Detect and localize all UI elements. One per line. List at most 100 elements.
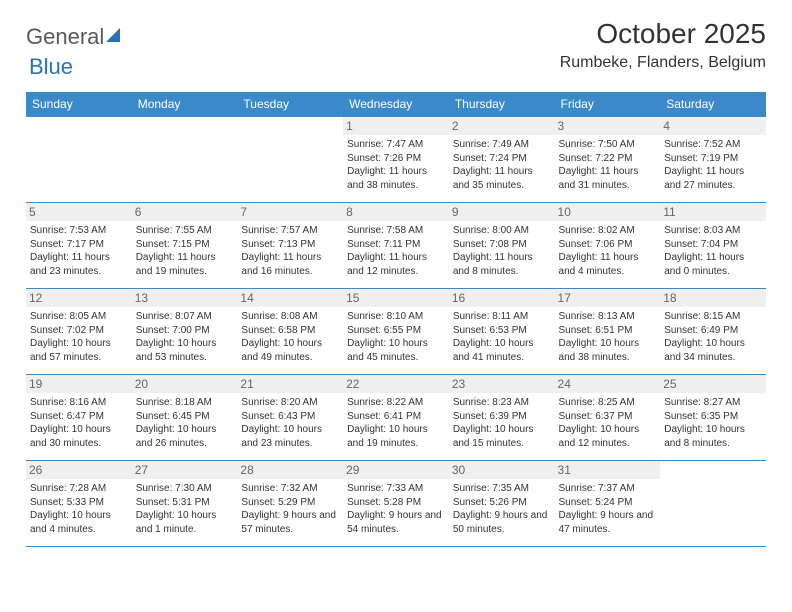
- logo-text-general: General: [26, 24, 104, 50]
- daylight-text: Daylight: 9 hours and 47 minutes.: [559, 509, 657, 536]
- logo-text-blue: Blue: [29, 54, 73, 79]
- day-details: Sunrise: 8:00 AMSunset: 7:08 PMDaylight:…: [453, 224, 551, 278]
- day-header: Friday: [555, 92, 661, 117]
- day-details: Sunrise: 7:55 AMSunset: 7:15 PMDaylight:…: [136, 224, 234, 278]
- daylight-text: Daylight: 10 hours and 30 minutes.: [30, 423, 128, 450]
- calendar-week-row: 5Sunrise: 7:53 AMSunset: 7:17 PMDaylight…: [26, 203, 766, 289]
- daylight-text: Daylight: 11 hours and 12 minutes.: [347, 251, 445, 278]
- calendar-day-cell: .: [237, 117, 343, 203]
- day-number: 25: [660, 375, 766, 393]
- daylight-text: Daylight: 10 hours and 53 minutes.: [136, 337, 234, 364]
- sunset-text: Sunset: 5:33 PM: [30, 496, 128, 510]
- day-details: Sunrise: 7:49 AMSunset: 7:24 PMDaylight:…: [453, 138, 551, 192]
- sunrise-text: Sunrise: 8:00 AM: [453, 224, 551, 238]
- sunset-text: Sunset: 5:26 PM: [453, 496, 551, 510]
- sunset-text: Sunset: 6:43 PM: [241, 410, 339, 424]
- day-number: 10: [555, 203, 661, 221]
- day-details: Sunrise: 7:37 AMSunset: 5:24 PMDaylight:…: [559, 482, 657, 536]
- triangle-icon: [106, 28, 120, 42]
- day-number: 2: [449, 117, 555, 135]
- sunrise-text: Sunrise: 7:47 AM: [347, 138, 445, 152]
- sunset-text: Sunset: 7:26 PM: [347, 152, 445, 166]
- sunset-text: Sunset: 6:35 PM: [664, 410, 762, 424]
- day-header: Thursday: [449, 92, 555, 117]
- sunset-text: Sunset: 6:37 PM: [559, 410, 657, 424]
- calendar-day-cell: 19Sunrise: 8:16 AMSunset: 6:47 PMDayligh…: [26, 375, 132, 461]
- day-number: 16: [449, 289, 555, 307]
- calendar-week-row: ...1Sunrise: 7:47 AMSunset: 7:26 PMDayli…: [26, 117, 766, 203]
- day-number: 8: [343, 203, 449, 221]
- day-number: 17: [555, 289, 661, 307]
- logo: General: [26, 18, 120, 50]
- day-number: 23: [449, 375, 555, 393]
- sunrise-text: Sunrise: 8:03 AM: [664, 224, 762, 238]
- daylight-text: Daylight: 11 hours and 31 minutes.: [559, 165, 657, 192]
- daylight-text: Daylight: 11 hours and 16 minutes.: [241, 251, 339, 278]
- sunset-text: Sunset: 6:53 PM: [453, 324, 551, 338]
- month-title: October 2025: [560, 18, 766, 50]
- sunset-text: Sunset: 7:17 PM: [30, 238, 128, 252]
- sunset-text: Sunset: 5:29 PM: [241, 496, 339, 510]
- day-details: Sunrise: 7:53 AMSunset: 7:17 PMDaylight:…: [30, 224, 128, 278]
- day-details: Sunrise: 8:13 AMSunset: 6:51 PMDaylight:…: [559, 310, 657, 364]
- day-number: 24: [555, 375, 661, 393]
- day-header: Monday: [132, 92, 238, 117]
- calendar-day-cell: 12Sunrise: 8:05 AMSunset: 7:02 PMDayligh…: [26, 289, 132, 375]
- calendar-day-cell: 29Sunrise: 7:33 AMSunset: 5:28 PMDayligh…: [343, 461, 449, 547]
- sunrise-text: Sunrise: 8:20 AM: [241, 396, 339, 410]
- day-header: Saturday: [660, 92, 766, 117]
- calendar-week-row: 12Sunrise: 8:05 AMSunset: 7:02 PMDayligh…: [26, 289, 766, 375]
- calendar-day-cell: 3Sunrise: 7:50 AMSunset: 7:22 PMDaylight…: [555, 117, 661, 203]
- daylight-text: Daylight: 11 hours and 19 minutes.: [136, 251, 234, 278]
- daylight-text: Daylight: 10 hours and 49 minutes.: [241, 337, 339, 364]
- day-details: Sunrise: 7:57 AMSunset: 7:13 PMDaylight:…: [241, 224, 339, 278]
- sunrise-text: Sunrise: 7:53 AM: [30, 224, 128, 238]
- calendar-day-cell: 27Sunrise: 7:30 AMSunset: 5:31 PMDayligh…: [132, 461, 238, 547]
- sunrise-text: Sunrise: 8:11 AM: [453, 310, 551, 324]
- sunset-text: Sunset: 7:24 PM: [453, 152, 551, 166]
- day-details: Sunrise: 8:02 AMSunset: 7:06 PMDaylight:…: [559, 224, 657, 278]
- daylight-text: Daylight: 11 hours and 8 minutes.: [453, 251, 551, 278]
- day-details: Sunrise: 7:52 AMSunset: 7:19 PMDaylight:…: [664, 138, 762, 192]
- sunset-text: Sunset: 7:15 PM: [136, 238, 234, 252]
- title-block: October 2025 Rumbeke, Flanders, Belgium: [560, 18, 766, 72]
- day-number: 11: [660, 203, 766, 221]
- day-number: 28: [237, 461, 343, 479]
- sunrise-text: Sunrise: 8:27 AM: [664, 396, 762, 410]
- day-details: Sunrise: 8:15 AMSunset: 6:49 PMDaylight:…: [664, 310, 762, 364]
- day-number: 15: [343, 289, 449, 307]
- sunrise-text: Sunrise: 8:02 AM: [559, 224, 657, 238]
- calendar-day-cell: 9Sunrise: 8:00 AMSunset: 7:08 PMDaylight…: [449, 203, 555, 289]
- calendar-day-cell: .: [26, 117, 132, 203]
- day-number: 3: [555, 117, 661, 135]
- daylight-text: Daylight: 9 hours and 57 minutes.: [241, 509, 339, 536]
- daylight-text: Daylight: 10 hours and 57 minutes.: [30, 337, 128, 364]
- day-details: Sunrise: 8:07 AMSunset: 7:00 PMDaylight:…: [136, 310, 234, 364]
- day-header: Tuesday: [237, 92, 343, 117]
- day-details: Sunrise: 7:35 AMSunset: 5:26 PMDaylight:…: [453, 482, 551, 536]
- calendar-day-cell: 22Sunrise: 8:22 AMSunset: 6:41 PMDayligh…: [343, 375, 449, 461]
- day-number: 29: [343, 461, 449, 479]
- sunset-text: Sunset: 6:39 PM: [453, 410, 551, 424]
- sunset-text: Sunset: 6:47 PM: [30, 410, 128, 424]
- day-details: Sunrise: 8:22 AMSunset: 6:41 PMDaylight:…: [347, 396, 445, 450]
- calendar-day-cell: 5Sunrise: 7:53 AMSunset: 7:17 PMDaylight…: [26, 203, 132, 289]
- calendar-day-cell: 31 Sunrise: 7:37 AMSunset: 5:24 PMDayligh…: [555, 461, 661, 547]
- daylight-text: Daylight: 10 hours and 8 minutes.: [664, 423, 762, 450]
- calendar-day-cell: 18Sunrise: 8:15 AMSunset: 6:49 PMDayligh…: [660, 289, 766, 375]
- calendar-day-cell: 10 Sunrise: 8:02 AMSunset: 7:06 PMDayligh…: [555, 203, 661, 289]
- daylight-text: Daylight: 11 hours and 4 minutes.: [559, 251, 657, 278]
- sunrise-text: Sunrise: 7:35 AM: [453, 482, 551, 496]
- daylight-text: Daylight: 11 hours and 0 minutes.: [664, 251, 762, 278]
- daylight-text: Daylight: 11 hours and 35 minutes.: [453, 165, 551, 192]
- daylight-text: Daylight: 10 hours and 23 minutes.: [241, 423, 339, 450]
- sunset-text: Sunset: 7:11 PM: [347, 238, 445, 252]
- calendar-day-cell: 28Sunrise: 7:32 AMSunset: 5:29 PMDayligh…: [237, 461, 343, 547]
- sunrise-text: Sunrise: 8:16 AM: [30, 396, 128, 410]
- day-details: Sunrise: 8:25 AMSunset: 6:37 PMDaylight:…: [559, 396, 657, 450]
- daylight-text: Daylight: 10 hours and 41 minutes.: [453, 337, 551, 364]
- sunset-text: Sunset: 5:28 PM: [347, 496, 445, 510]
- sunrise-text: Sunrise: 7:37 AM: [559, 482, 657, 496]
- day-number: 31: [555, 461, 661, 479]
- daylight-text: Daylight: 11 hours and 38 minutes.: [347, 165, 445, 192]
